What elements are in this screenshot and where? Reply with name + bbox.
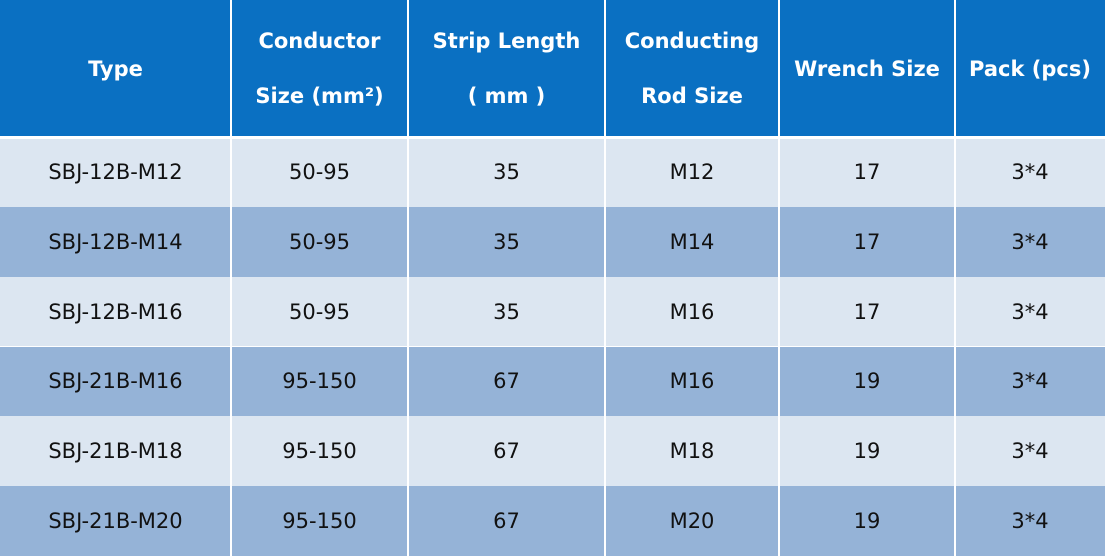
- table-cell: SBJ-21B-M20: [0, 486, 231, 556]
- column-separator: [604, 0, 606, 556]
- table-cell: 67: [408, 486, 605, 556]
- table-cell: SBJ-12B-M14: [0, 206, 231, 277]
- header-separator: [0, 136, 1105, 139]
- table-cell: M18: [605, 416, 779, 487]
- table-cell: SBJ-12B-M12: [0, 137, 231, 207]
- table-cell: 35: [408, 206, 605, 277]
- table-cell: 95-150: [231, 416, 408, 487]
- table-cell: M16: [605, 346, 779, 417]
- column-separator: [230, 0, 232, 556]
- header-text: Type: [88, 56, 143, 81]
- table-cell: M20: [605, 486, 779, 556]
- table-cell: 19: [779, 486, 955, 556]
- column-separator: [954, 0, 956, 556]
- header-text: Conductor: [258, 29, 381, 54]
- table-cell: 17: [779, 137, 955, 207]
- table-cell: 50-95: [231, 276, 408, 347]
- header-text: Conducting: [624, 29, 760, 54]
- table-cell: 17: [779, 276, 955, 347]
- header-text: Pack (pcs): [969, 56, 1091, 81]
- table-cell: M12: [605, 137, 779, 207]
- table-cell: 3*4: [955, 416, 1105, 487]
- table-cell: SBJ-21B-M18: [0, 416, 231, 487]
- column-separator: [407, 0, 409, 556]
- table-cell: SBJ-12B-M16: [0, 276, 231, 347]
- table-cell: 19: [779, 346, 955, 417]
- table-cell: 3*4: [955, 276, 1105, 347]
- header-cell: Conducting Rod Size: [605, 0, 779, 137]
- table-cell: 35: [408, 137, 605, 207]
- table-cell: 95-150: [231, 486, 408, 556]
- header-text: Size (mm²): [255, 83, 384, 108]
- header-text: ( mm ): [467, 83, 546, 108]
- header-text: Rod Size: [641, 83, 743, 108]
- table-cell: 67: [408, 346, 605, 417]
- header-text: Wrench Size: [794, 56, 940, 81]
- table-cell: 67: [408, 416, 605, 487]
- header-cell: Pack (pcs): [955, 0, 1105, 137]
- table-cell: 3*4: [955, 137, 1105, 207]
- header-cell: Strip Length ( mm ): [408, 0, 605, 137]
- table-cell: 17: [779, 206, 955, 277]
- column-separator: [778, 0, 780, 556]
- table-cell: 35: [408, 276, 605, 347]
- table-cell: 3*4: [955, 486, 1105, 556]
- header-text: Strip Length: [432, 29, 581, 54]
- table-cell: M14: [605, 206, 779, 277]
- table-cell: 3*4: [955, 346, 1105, 417]
- table-cell: 50-95: [231, 206, 408, 277]
- table-cell: 50-95: [231, 137, 408, 207]
- table-cell: 19: [779, 416, 955, 487]
- table-cell: SBJ-21B-M16: [0, 346, 231, 417]
- table-cell: 3*4: [955, 206, 1105, 277]
- table-cell: M16: [605, 276, 779, 347]
- header-cell: Conductor Size (mm²): [231, 0, 408, 137]
- header-cell: Type: [0, 0, 231, 137]
- table-cell: 95-150: [231, 346, 408, 417]
- header-cell: Wrench Size: [779, 0, 955, 137]
